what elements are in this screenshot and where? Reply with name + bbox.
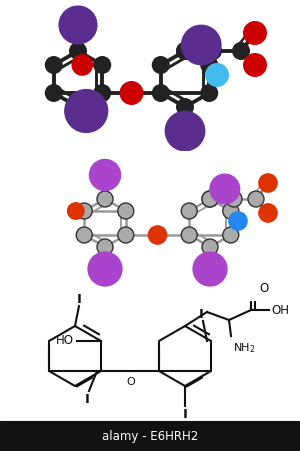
Text: I: I	[199, 308, 203, 321]
Circle shape	[68, 203, 84, 220]
Circle shape	[118, 227, 134, 244]
Circle shape	[176, 99, 194, 117]
Circle shape	[119, 82, 143, 106]
Circle shape	[148, 226, 166, 244]
Circle shape	[243, 54, 267, 78]
Circle shape	[69, 43, 87, 61]
Circle shape	[165, 111, 206, 152]
Circle shape	[243, 22, 267, 46]
Circle shape	[176, 43, 194, 61]
Circle shape	[205, 64, 229, 88]
Circle shape	[64, 90, 108, 134]
Circle shape	[71, 55, 93, 77]
Text: OH: OH	[271, 304, 289, 317]
Circle shape	[193, 253, 227, 286]
Circle shape	[88, 253, 122, 286]
Circle shape	[202, 192, 218, 207]
Circle shape	[204, 43, 222, 61]
Circle shape	[97, 192, 113, 207]
Text: O: O	[127, 376, 135, 386]
Text: I: I	[76, 293, 81, 306]
Circle shape	[90, 160, 120, 191]
Circle shape	[181, 26, 222, 66]
Circle shape	[76, 227, 92, 244]
Circle shape	[202, 239, 218, 255]
Text: O: O	[259, 282, 268, 295]
Circle shape	[58, 6, 98, 46]
Text: HO: HO	[56, 334, 74, 347]
Circle shape	[232, 43, 250, 61]
Text: alamy - E6HRH2: alamy - E6HRH2	[102, 429, 198, 442]
Circle shape	[93, 57, 111, 75]
Circle shape	[200, 57, 218, 75]
Circle shape	[152, 85, 170, 103]
Circle shape	[97, 239, 113, 255]
Circle shape	[76, 203, 92, 220]
Circle shape	[45, 57, 63, 75]
Circle shape	[248, 192, 264, 207]
Circle shape	[45, 85, 63, 103]
Circle shape	[259, 205, 277, 222]
Circle shape	[259, 175, 277, 193]
Circle shape	[93, 85, 111, 103]
Text: NH$_2$: NH$_2$	[233, 340, 256, 354]
Circle shape	[152, 57, 170, 75]
Circle shape	[202, 192, 218, 207]
Text: I: I	[85, 393, 89, 405]
Circle shape	[181, 227, 197, 244]
Circle shape	[200, 85, 218, 103]
Circle shape	[118, 203, 134, 220]
Circle shape	[181, 203, 197, 220]
Circle shape	[223, 227, 239, 244]
Circle shape	[210, 175, 239, 204]
Circle shape	[226, 192, 242, 207]
Circle shape	[229, 212, 247, 230]
Circle shape	[176, 43, 194, 61]
Circle shape	[69, 99, 87, 117]
Text: I: I	[183, 408, 188, 421]
Circle shape	[223, 203, 239, 220]
